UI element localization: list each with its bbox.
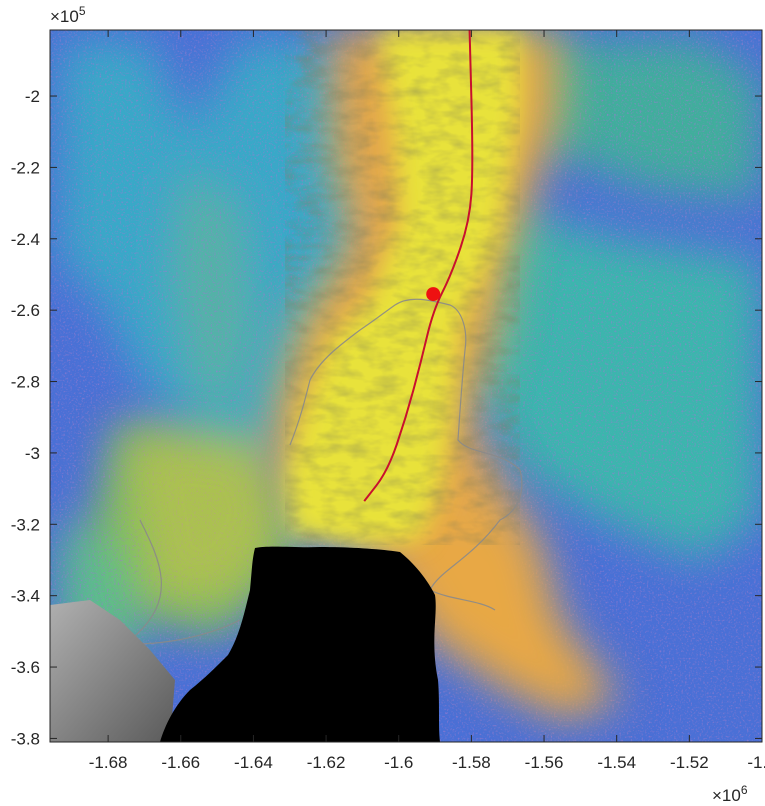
- y-axis-multiplier: ×105: [50, 4, 86, 26]
- y-tick-label: -3.4: [11, 587, 40, 606]
- x-tick-label: -1.68: [89, 753, 128, 772]
- x-axis: -1.68 -1.66 -1.64 -1.62 -1.6 -1.58 -1.56 -1.54 -…: [89, 30, 765, 772]
- ocean-mask: [160, 546, 440, 742]
- x-tick-label: -1.66: [161, 753, 200, 772]
- x-tick-label: -1.62: [307, 753, 346, 772]
- flowline: [363, 30, 474, 502]
- x-tick-label: -1.6: [384, 753, 413, 772]
- y-tick-label: -2: [25, 87, 40, 106]
- velocity-map: [50, 30, 762, 742]
- x-tick-label: -1.52: [670, 753, 709, 772]
- axes-box: [49, 29, 763, 743]
- x-axis-multiplier: ×106: [712, 783, 748, 805]
- x-tick-label: -1.54: [597, 753, 636, 772]
- y-tick-label: -3.8: [11, 729, 40, 748]
- hillshade-patch: [50, 600, 175, 742]
- y-axis: -2 -2.2 -2.4 -2.6 -2.8 -3 -3.2 -3.4 -3.6 -3.8: [11, 87, 762, 748]
- y-tick-label: -2.8: [11, 373, 40, 392]
- x-tick-label: -1.64: [234, 753, 273, 772]
- y-tick-label: -2.2: [11, 158, 40, 177]
- y-tick-label: -2.4: [11, 230, 40, 249]
- y-tick-label: -2.6: [11, 301, 40, 320]
- y-tick-label: -3: [25, 444, 40, 463]
- x-tick-label: -1.58: [452, 753, 491, 772]
- y-tick-label: -3.6: [11, 658, 40, 677]
- overlay-layer: [363, 30, 474, 502]
- location-marker: [426, 287, 441, 302]
- x-tick-label: -1.5: [747, 753, 765, 772]
- y-tick-label: -3.2: [11, 515, 40, 534]
- x-tick-label: -1.56: [525, 753, 564, 772]
- fast-flow-ripples: [285, 30, 520, 545]
